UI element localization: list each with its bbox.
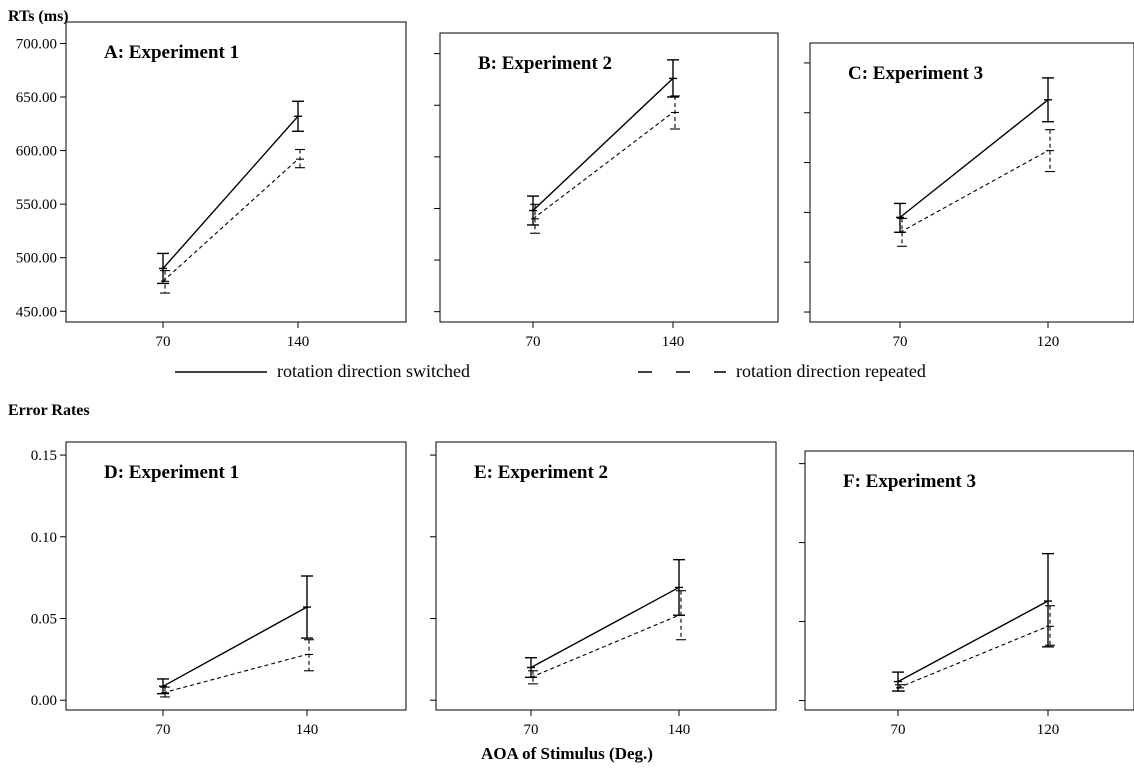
series-line-switched <box>532 77 674 212</box>
error-bar <box>1042 77 1054 123</box>
error-bar <box>897 217 907 247</box>
rt-section-label: RTs (ms) <box>8 8 69 25</box>
x-tick-label: 70 <box>893 334 908 350</box>
error-bar <box>295 148 305 169</box>
error-bar <box>160 686 170 698</box>
error-bar <box>1045 129 1055 173</box>
y-tick-label: 0.05 <box>31 611 57 627</box>
y-tick-label: 600.00 <box>16 144 57 160</box>
panel-e: 70 140 E: Experiment 2 <box>430 441 777 738</box>
series-line-switched <box>162 115 299 269</box>
error-bar <box>157 678 169 695</box>
y-tick-label: 0.15 <box>31 448 57 464</box>
y-tick-label: 550.00 <box>16 197 57 213</box>
panel-frame <box>809 42 1134 323</box>
x-tick-label: 70 <box>526 334 541 350</box>
panel-frame <box>65 21 407 323</box>
panel-frame <box>439 32 779 323</box>
series-line-repeated <box>899 150 1049 233</box>
legend-dashed-line-icon <box>638 370 726 373</box>
panel-frame <box>435 441 777 711</box>
error-section-label: Error Rates <box>8 402 90 419</box>
panel-a: 450.00 500.00 550.00 600.00 650.00 700.00 70 14… <box>16 21 407 350</box>
x-axis-title: AOA of Stimulus (Deg.) <box>481 744 653 763</box>
y-tick-label: 0.10 <box>31 530 57 546</box>
panel-b: 70 140 B: Experiment 2 <box>434 32 779 350</box>
series-line-switched <box>162 606 308 687</box>
error-bar <box>304 639 314 672</box>
panel-title: A: Experiment 1 <box>104 42 239 63</box>
error-bar <box>530 203 540 234</box>
error-bar <box>673 558 685 616</box>
panel-d: 0.00 0.05 0.10 0.15 70 140 D: Experiment 1 <box>31 441 407 738</box>
panel-c: 70 120 C: Experiment 3 <box>804 42 1134 350</box>
error-bar <box>1042 552 1054 648</box>
error-bar <box>667 59 679 98</box>
error-bar <box>527 195 539 226</box>
y-tick-label: 650.00 <box>16 90 57 106</box>
legend-switched-label: rotation direction switched <box>277 361 470 381</box>
panel-title: E: Experiment 2 <box>474 462 608 483</box>
panel-frame <box>804 450 1134 711</box>
error-bar <box>160 270 170 294</box>
error-bar <box>528 670 538 685</box>
panel-f: 70 120 F: Experiment 3 <box>799 450 1134 738</box>
error-bar <box>525 657 537 679</box>
error-bar <box>292 100 304 132</box>
error-bar <box>1045 605 1055 646</box>
panel-frame <box>65 441 407 711</box>
y-tick-label: 500.00 <box>16 251 57 267</box>
error-bar <box>157 252 169 285</box>
x-tick-label: 140 <box>668 722 691 738</box>
x-tick-label: 70 <box>891 722 906 738</box>
x-tick-label: 70 <box>156 334 171 350</box>
series-line-repeated <box>897 625 1049 689</box>
x-tick-label: 140 <box>662 334 685 350</box>
y-tick-label: 700.00 <box>16 36 57 52</box>
error-bar <box>676 590 686 641</box>
x-tick-label: 70 <box>524 722 539 738</box>
x-tick-label: 120 <box>1037 334 1060 350</box>
panel-title: D: Experiment 1 <box>104 462 239 483</box>
x-tick-label: 120 <box>1037 722 1060 738</box>
legend-switched: rotation direction switched <box>175 361 470 382</box>
x-tick-label: 70 <box>156 722 171 738</box>
panel-title: F: Experiment 3 <box>843 471 976 492</box>
series-line-switched <box>530 586 680 669</box>
y-tick-label: 450.00 <box>16 304 57 320</box>
legend-solid-line-icon <box>175 370 267 373</box>
legend-repeated-label: rotation direction repeated <box>736 361 926 381</box>
x-tick-label: 140 <box>296 722 319 738</box>
series-line-repeated <box>530 614 680 678</box>
series-line-repeated <box>532 112 674 220</box>
series-line-switched <box>897 600 1049 683</box>
error-bar <box>895 684 905 692</box>
legend-repeated: rotation direction repeated <box>638 361 926 382</box>
error-bar <box>670 95 680 130</box>
y-tick-label: 0.00 <box>31 693 57 709</box>
series-line-repeated <box>162 158 299 282</box>
panel-title: B: Experiment 2 <box>478 53 612 74</box>
x-tick-label: 140 <box>287 334 310 350</box>
series-line-repeated <box>162 653 308 694</box>
panel-title: C: Experiment 3 <box>848 63 983 84</box>
error-bar <box>301 575 313 639</box>
series-line-switched <box>899 99 1049 218</box>
